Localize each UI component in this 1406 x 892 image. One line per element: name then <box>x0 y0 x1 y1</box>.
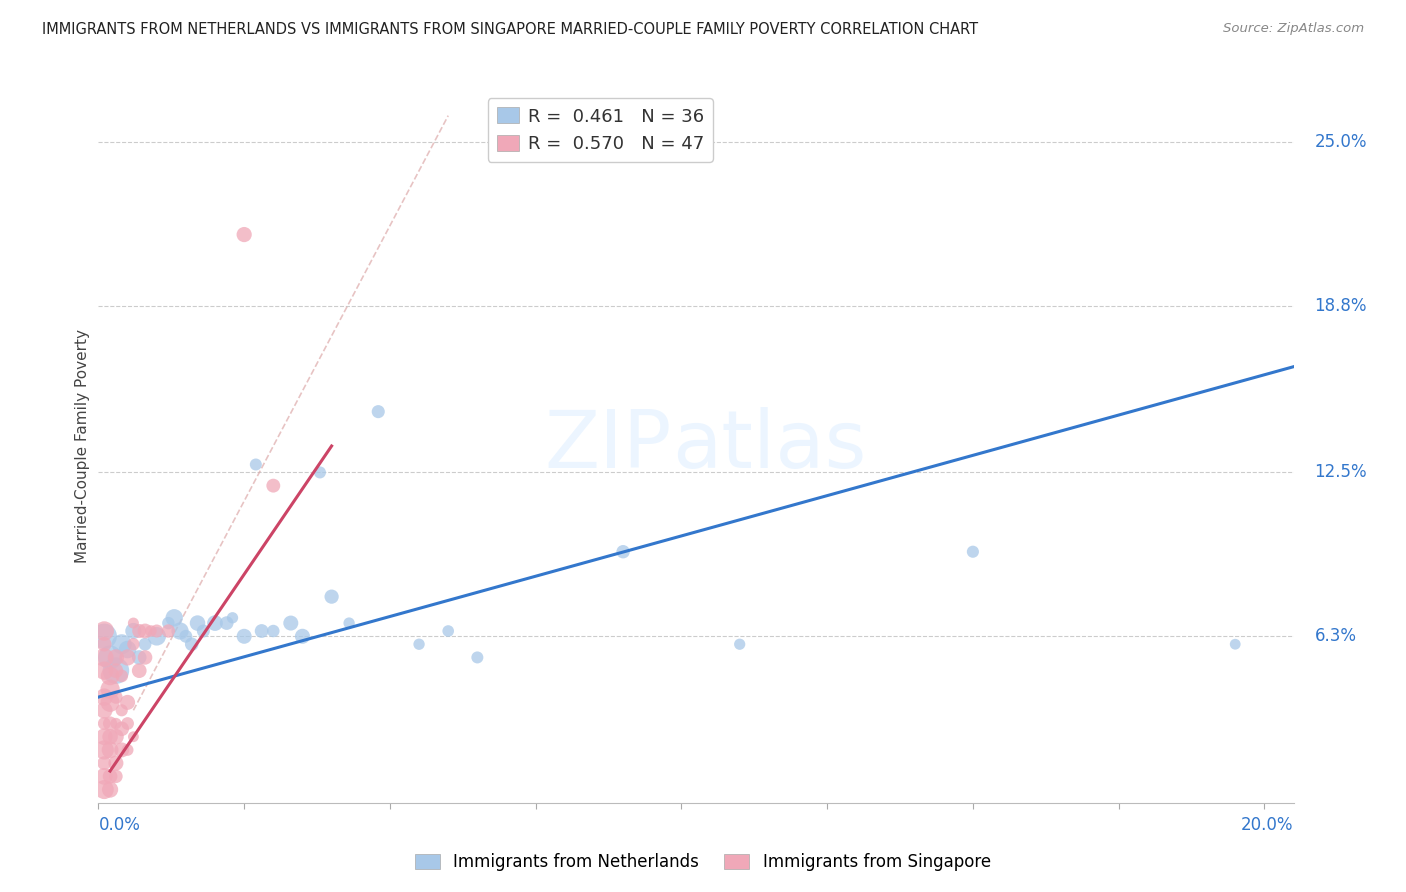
Point <box>122 637 145 651</box>
Point <box>93 782 115 797</box>
Text: 0.0%: 0.0% <box>98 816 141 834</box>
Point <box>163 611 186 625</box>
Point <box>93 756 115 771</box>
Point <box>104 769 127 783</box>
Point <box>111 722 134 736</box>
Point <box>612 545 634 559</box>
Point <box>98 769 121 783</box>
Point <box>98 743 121 757</box>
Point <box>1225 637 1247 651</box>
Point <box>117 642 139 657</box>
Text: 25.0%: 25.0% <box>1315 133 1367 151</box>
Legend: R =  0.461   N = 36, R =  0.570   N = 47: R = 0.461 N = 36, R = 0.570 N = 47 <box>488 98 713 161</box>
Point <box>280 616 302 631</box>
Point <box>204 616 226 631</box>
Point <box>98 682 121 697</box>
Point <box>467 650 489 665</box>
Point <box>291 629 314 643</box>
Point <box>98 782 121 797</box>
Point <box>93 769 115 783</box>
Point <box>134 624 156 638</box>
Point <box>250 624 273 638</box>
Point <box>221 611 243 625</box>
Point <box>122 730 145 744</box>
Point <box>145 624 167 638</box>
Point <box>93 624 115 638</box>
Point <box>93 629 115 643</box>
Point <box>367 404 389 418</box>
Point <box>93 664 115 678</box>
Text: Source: ZipAtlas.com: Source: ZipAtlas.com <box>1223 22 1364 36</box>
Point <box>111 703 134 717</box>
Point <box>193 624 215 638</box>
Y-axis label: Married-Couple Family Poverty: Married-Couple Family Poverty <box>75 329 90 563</box>
Point <box>337 616 360 631</box>
Point <box>437 624 460 638</box>
Point <box>117 716 139 731</box>
Point <box>98 695 121 709</box>
Point <box>98 716 121 731</box>
Point <box>117 743 139 757</box>
Legend: Immigrants from Netherlands, Immigrants from Singapore: Immigrants from Netherlands, Immigrants … <box>406 845 1000 880</box>
Point <box>93 716 115 731</box>
Point <box>98 669 121 683</box>
Point <box>180 637 202 651</box>
Point <box>104 730 127 744</box>
Point <box>233 227 256 242</box>
Text: 6.3%: 6.3% <box>1315 627 1357 645</box>
Text: IMMIGRANTS FROM NETHERLANDS VS IMMIGRANTS FROM SINGAPORE MARRIED-COUPLE FAMILY P: IMMIGRANTS FROM NETHERLANDS VS IMMIGRANT… <box>42 22 979 37</box>
Point <box>186 616 208 631</box>
Point <box>134 650 156 665</box>
Point <box>111 637 134 651</box>
Point <box>134 637 156 651</box>
Point <box>104 716 127 731</box>
Text: 12.5%: 12.5% <box>1315 464 1367 482</box>
Point <box>93 730 115 744</box>
Point <box>309 466 332 480</box>
Point <box>104 664 127 678</box>
Point <box>408 637 430 651</box>
Point <box>245 458 267 472</box>
Text: 18.8%: 18.8% <box>1315 297 1367 315</box>
Point <box>117 695 139 709</box>
Point <box>93 743 115 757</box>
Point <box>104 650 127 665</box>
Point <box>104 756 127 771</box>
Point <box>104 690 127 704</box>
Point <box>169 624 191 638</box>
Point <box>139 624 162 638</box>
Text: ZIP: ZIP <box>544 407 672 485</box>
Text: atlas: atlas <box>672 407 866 485</box>
Point <box>93 703 115 717</box>
Text: 20.0%: 20.0% <box>1241 816 1294 834</box>
Point <box>98 730 121 744</box>
Point <box>98 650 121 665</box>
Point <box>111 669 134 683</box>
Point <box>128 664 150 678</box>
Point <box>104 664 127 678</box>
Point <box>728 637 751 651</box>
Point <box>111 743 134 757</box>
Point <box>128 624 150 638</box>
Point <box>122 616 145 631</box>
Point <box>215 616 238 631</box>
Point <box>128 650 150 665</box>
Point <box>262 478 284 492</box>
Point <box>233 629 256 643</box>
Point <box>145 629 167 643</box>
Point <box>93 637 115 651</box>
Point <box>93 650 115 665</box>
Point <box>93 690 115 704</box>
Point <box>321 590 343 604</box>
Point <box>157 624 180 638</box>
Point <box>962 545 984 559</box>
Point <box>174 629 197 643</box>
Point <box>157 616 180 631</box>
Point <box>122 624 145 638</box>
Point <box>117 650 139 665</box>
Point <box>262 624 284 638</box>
